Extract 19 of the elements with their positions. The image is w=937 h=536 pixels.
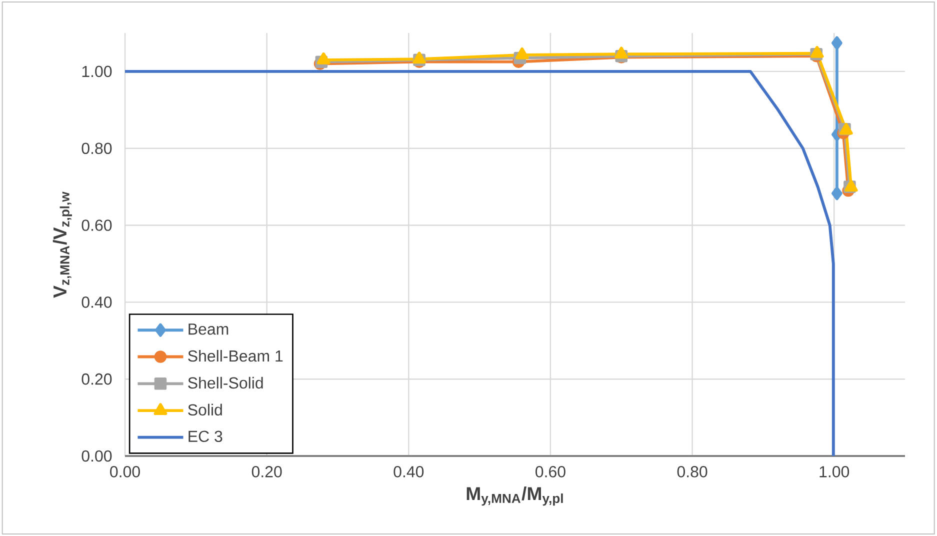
legend-label: Shell-Beam 1 [188, 350, 283, 362]
y-tick-label: 0.80 [82, 142, 112, 154]
x-axis-title: M$_{y,MNA}$/M$_{y,pl}$ [466, 486, 563, 506]
y-tick-label: 0.20 [82, 373, 112, 385]
legend-label: EC 3 [188, 430, 222, 442]
x-tick-label: 0.20 [252, 466, 282, 478]
y-tick-label: 0.60 [82, 220, 112, 231]
y-tick-label: 0.00 [82, 450, 112, 462]
y-tick-label: 0.40 [82, 296, 112, 308]
y-axis-title: V$_{z,MNA}$/V$_{z,pl,w}$ [52, 192, 72, 298]
y-tick-label: 1.00 [82, 66, 112, 78]
x-tick-label: 0.80 [677, 466, 708, 478]
x-tick-label: 0.40 [394, 466, 424, 478]
x-tick-label: 1.00 [820, 466, 850, 478]
legend-label: Solid [188, 404, 222, 416]
x-tick-label: 0.60 [536, 466, 566, 478]
legend-label: Shell-Solid [188, 376, 263, 389]
x-tick-label: 0.00 [110, 466, 140, 478]
legend-label: Beam [188, 324, 228, 335]
